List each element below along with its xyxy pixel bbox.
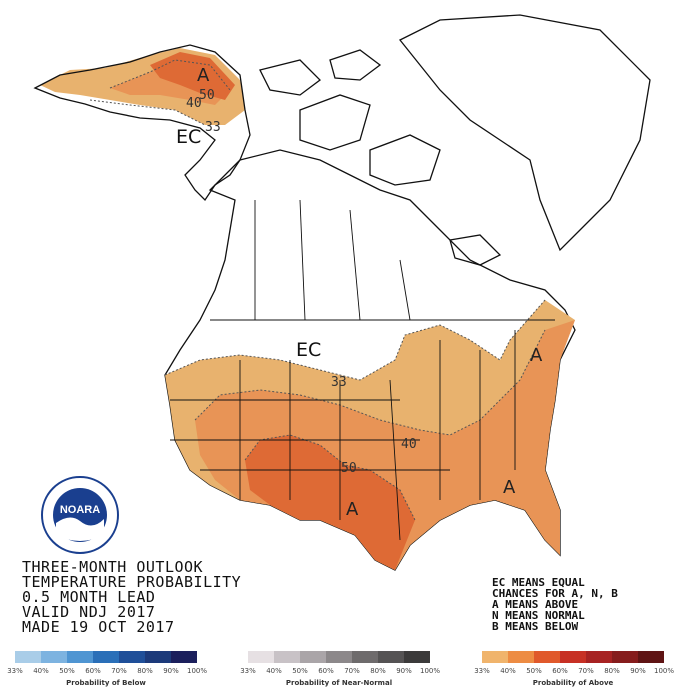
above-label-northeast: A: [530, 345, 543, 366]
colorbar-below-swatch: [93, 651, 119, 663]
tick-label-above: 60%: [552, 667, 568, 675]
colorbar-above: [482, 651, 664, 663]
colorbar-above-swatch: [638, 651, 664, 663]
colorbar-above-swatch: [612, 651, 638, 663]
info-made: MADE 19 OCT 2017: [22, 618, 175, 636]
tick-label-normal: 33%: [240, 667, 256, 675]
conus-above-regions: [165, 300, 575, 570]
tick-label-normal: 40%: [266, 667, 282, 675]
info-valid: VALID NDJ 2017: [22, 603, 156, 621]
note-above: A MEANS ABOVE: [492, 598, 579, 611]
colorbar-below-swatch: [119, 651, 145, 663]
tick-label-above: 80%: [604, 667, 620, 675]
outlook-map: EC EC A A A A 50 40 33 33 40 50: [33, 14, 651, 571]
above-label-alaska: A: [197, 65, 210, 86]
info-lead: 0.5 MONTH LEAD: [22, 588, 156, 606]
colorbar-normal-swatch: [300, 651, 326, 663]
alaska-above-region: [40, 48, 245, 125]
contour-label-33-alaska: 33: [205, 120, 221, 135]
political-boundaries: [170, 199, 555, 541]
note-chances: CHANCES FOR A, N, B: [492, 587, 618, 600]
noaa-logo-text: NOARA: [60, 504, 100, 516]
colorbar-normal: [248, 651, 430, 663]
contour-label-40-alaska: 40: [186, 96, 202, 111]
colorbar-normal-swatch: [248, 651, 274, 663]
above-label-southeast: A: [503, 477, 516, 498]
noaa-logo: NOARA: [41, 476, 119, 554]
ec-label-conus: EC: [296, 339, 321, 361]
tick-label-below: 90%: [163, 667, 179, 675]
colorbar-normal-title: Probability of Near-Normal: [285, 679, 393, 687]
tick-label-above: 40%: [500, 667, 516, 675]
tick-label-above: 33%: [474, 667, 490, 675]
contour-label-33-plains: 33: [331, 375, 347, 390]
colorbar-normal-swatch: [274, 651, 300, 663]
tick-label-normal: 80%: [370, 667, 386, 675]
contour-label-40-central: 40: [401, 437, 417, 452]
tick-label-above: 90%: [630, 667, 646, 675]
colorbar-below-title: Probability of Below: [66, 679, 146, 687]
info-variable: TEMPERATURE PROBABILITY: [22, 573, 242, 591]
ticks-above: 33% 40% 50% 60% 70% 80% 90% 100%: [474, 667, 674, 677]
tick-label-below: 70%: [111, 667, 127, 675]
ticks-below: 33% 40% 50% 60% 70% 80% 90% 100%: [7, 667, 207, 677]
colorbar-above-swatch: [482, 651, 508, 663]
note-below: B MEANS BELOW: [492, 620, 579, 633]
note-ec: EC MEANS EQUAL: [492, 576, 585, 589]
colorbar-below-swatch: [41, 651, 67, 663]
tick-label-below: 60%: [85, 667, 101, 675]
tick-label-normal: 60%: [318, 667, 334, 675]
tick-label-below: 100%: [186, 667, 208, 675]
colorbar-below: [15, 651, 197, 663]
colorbar-normal-swatch: [352, 651, 378, 663]
tick-label-above: 70%: [578, 667, 594, 675]
colorbar-below-swatch: [67, 651, 93, 663]
above-label-southwest: A: [346, 499, 359, 520]
tick-label-below: 40%: [33, 667, 49, 675]
colorbar-above-swatch: [586, 651, 612, 663]
tick-label-above: 100%: [653, 667, 675, 675]
tick-label-normal: 70%: [344, 667, 360, 675]
colorbar-below-swatch: [171, 651, 197, 663]
colorbar-below-swatch: [145, 651, 171, 663]
tick-label-below: 80%: [137, 667, 153, 675]
colorbar-normal-swatch: [326, 651, 352, 663]
ticks-normal: 33% 40% 50% 60% 70% 80% 90% 100%: [240, 667, 440, 677]
colorbar-above-swatch: [534, 651, 560, 663]
contour-label-50-alaska: 50: [199, 88, 215, 103]
colorbar-normal-swatch: [378, 651, 404, 663]
outlook-info: THREE-MONTH OUTLOOK TEMPERATURE PROBABIL…: [22, 560, 241, 635]
tick-label-below: 33%: [7, 667, 23, 675]
colorbar-below-swatch: [15, 651, 41, 663]
colorbar-normal-swatch: [404, 651, 430, 663]
colorbar-above-swatch: [508, 651, 534, 663]
info-title: THREE-MONTH OUTLOOK: [22, 558, 204, 576]
colorbar-above-swatch: [560, 651, 586, 663]
tick-label-below: 50%: [59, 667, 75, 675]
tick-label-normal: 90%: [396, 667, 412, 675]
probability-contours: [89, 59, 546, 521]
tick-label-normal: 50%: [292, 667, 308, 675]
contour-label-50-south: 50: [341, 461, 357, 476]
tick-label-above: 50%: [526, 667, 542, 675]
note-normal: N MEANS NORMAL: [492, 609, 585, 622]
legend-notes: EC MEANS EQUAL CHANCES FOR A, N, B A MEA…: [492, 577, 618, 632]
arctic-outlines: [259, 14, 651, 266]
colorbar-above-title: Probability of Above: [532, 679, 614, 687]
ec-label-alaska: EC: [176, 126, 201, 148]
tick-label-normal: 100%: [419, 667, 441, 675]
